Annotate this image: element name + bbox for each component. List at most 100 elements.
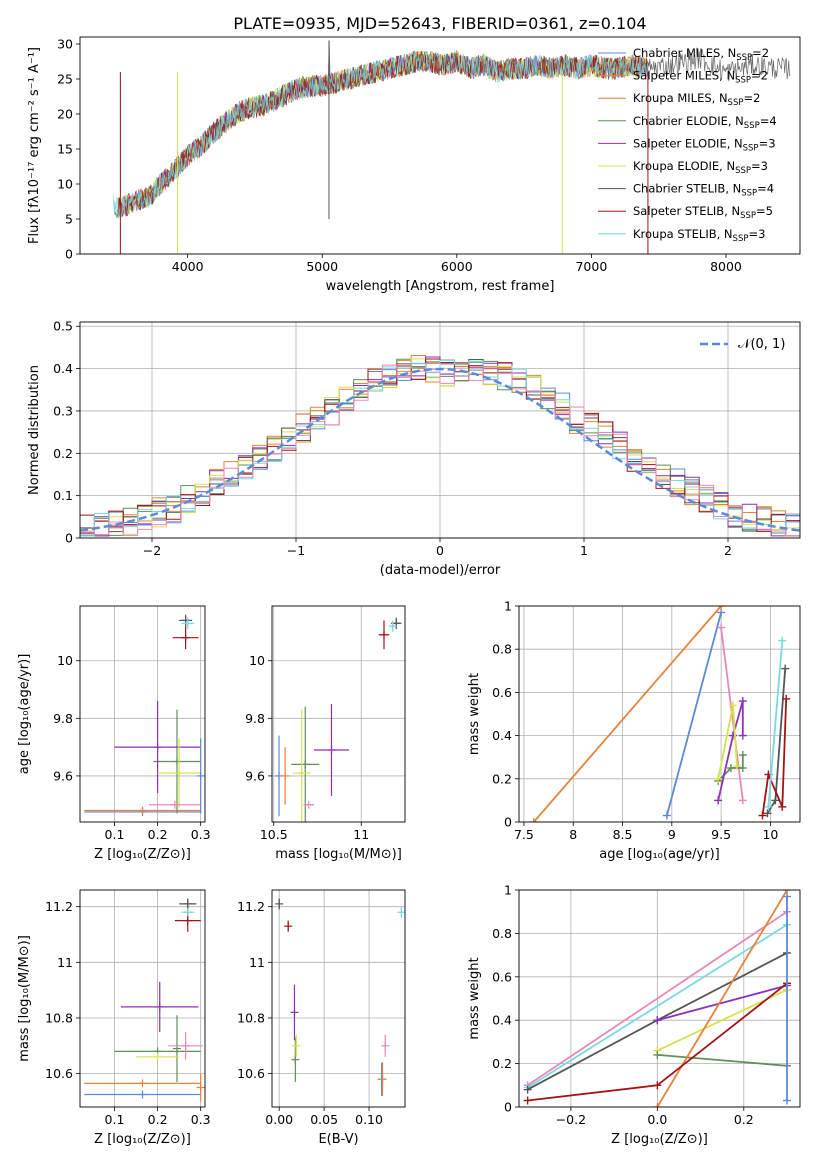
x-tick-label: 7000 (575, 259, 607, 274)
weight-series-line (527, 910, 788, 1087)
weight-series-line (761, 698, 788, 816)
weight-series-line (656, 890, 788, 1107)
y-tick-label: 0 (65, 247, 73, 262)
y-tick-label: 11 (57, 955, 73, 970)
y-tick-label: 25 (57, 72, 73, 87)
axes-frame (79, 36, 801, 255)
y-tick-label: 0 (65, 531, 73, 546)
y-tick-label: 0.2 (53, 446, 73, 461)
legend-label-end: =4 (757, 182, 774, 196)
x-axis-label: mass [log₁₀(M/M⊙)] (275, 847, 402, 862)
legend-label-main: Kroupa STELIB, N (633, 227, 733, 241)
y-tick-label: 9.6 (245, 768, 265, 783)
x-tick-label: 11 (353, 827, 369, 842)
x-axis-label: Z [log₁₀(Z/Z⊙)] (94, 847, 191, 862)
panel-residuals: −2 −1 0 1 2 0 0.1 0.2 0.3 0.4 0.5 (data-model)/erro… (27, 319, 801, 578)
axes-frame (79, 889, 206, 1108)
axes-frame (518, 889, 801, 1108)
y-tick-label: 0.6 (492, 685, 512, 700)
legend-label: Salpeter ELODIE, NSSP=3 (633, 136, 776, 153)
y-tick-label: 0.8 (492, 926, 512, 941)
gaussian-curve (80, 367, 800, 532)
x-tick-label: 10 (762, 827, 778, 842)
y-tick-label: 0.2 (492, 771, 512, 786)
x-axis-label: Z [log₁₀(Z/Z⊙)] (611, 1132, 708, 1147)
legend-label-main: Chabrier STELIB, N (633, 182, 741, 196)
legend-label-main: Chabrier ELODIE, N (633, 114, 744, 128)
x-tick-label: 0 (436, 543, 444, 558)
plot-area (275, 898, 405, 1096)
weight-series-line (666, 612, 722, 816)
y-tick-label: 0.4 (53, 361, 73, 376)
x-tick-label: −2 (143, 543, 161, 558)
x-axis-label: Z [log₁₀(Z/Z⊙)] (94, 1132, 191, 1147)
y-tick-label: 10 (57, 177, 73, 192)
panel-Z-weight: −0.2 0.0 0.2 0 0.2 0.4 0.6 0.8 1 Z [log₁₀(Z/Z⊙)] m… (467, 883, 801, 1147)
x-tick-label: 2 (724, 543, 732, 558)
weight-series-line (527, 923, 788, 1089)
x-tick-label: 8000 (710, 259, 742, 274)
panel-spectrum: 4000 5000 6000 7000 8000 0 5 10 15 20 25 30 waveleng… (27, 36, 801, 294)
x-tick-label: 9.5 (711, 827, 731, 842)
plot-area (275, 617, 402, 822)
x-tick-label: 4000 (172, 259, 204, 274)
x-tick-label: 5000 (306, 259, 338, 274)
y-tick-label: 15 (57, 142, 73, 157)
axes-frame (79, 321, 801, 539)
plot-area (529, 606, 791, 822)
weight-series-line (767, 640, 784, 807)
y-tick-label: 1 (504, 883, 512, 898)
y-tick-label: 0.6 (492, 969, 512, 984)
legend-label-sub: SSP (735, 76, 751, 86)
legend-label: Kroupa MILES, NSSP=2 (633, 91, 760, 108)
y-tick-label: 11 (249, 955, 265, 970)
axes-frame (271, 889, 406, 1108)
weight-series-line (657, 984, 788, 1022)
y-tick-label: 5 (65, 212, 73, 227)
panel-Z-mass: 0.1 0.2 0.3 10.6 10.8 11 11.2 Z [log₁₀(Z/Z⊙)] ma… (17, 889, 211, 1147)
y-tick-label: 10 (57, 653, 73, 668)
legend-label-main: Salpeter MILES, N (633, 69, 735, 83)
legend-label-end: =2 (743, 91, 760, 105)
legend-label-end: =4 (760, 114, 777, 128)
legend-label-end: =3 (759, 136, 776, 150)
plot-area (84, 898, 205, 1102)
y-tick-label: 20 (57, 107, 73, 122)
spectrum-series-line (113, 50, 648, 219)
axes-frame (79, 605, 206, 823)
panel-mass-age: 10.5 11 9.6 9.8 10 mass [log₁₀(M/M⊙)] (245, 605, 406, 862)
x-tick-label: 0.2 (148, 1112, 168, 1127)
x-tick-label: 8 (569, 827, 577, 842)
legend-label-main: Salpeter ELODIE, N (633, 136, 743, 150)
y-tick-label: 0.5 (53, 319, 73, 334)
y-tick-label: 0.1 (53, 488, 73, 503)
panel-ebv-mass: 0.00 0.05 0.10 10.6 10.8 11 11.2 E(B-V) (237, 889, 406, 1147)
weight-series-line (657, 1054, 788, 1067)
y-axis-label: mass weight (467, 673, 482, 755)
plot-area (113, 40, 791, 254)
legend-label-sub: SSP (741, 189, 757, 199)
legend-label-sub: SSP (735, 166, 751, 176)
legend-label-main: Salpeter STELIB, N (633, 204, 740, 218)
legend-label-main: Chabrier MILES, N (633, 46, 736, 60)
x-tick-label: 0.3 (191, 827, 211, 842)
y-tick-label: 11.2 (45, 899, 73, 914)
plot-area (523, 890, 792, 1107)
axes-frame (271, 605, 406, 823)
legend-label-end: =5 (756, 204, 773, 218)
y-tick-label: 10.6 (45, 1066, 73, 1081)
y-tick-label: 9.8 (53, 711, 73, 726)
y-tick-label: 9.8 (245, 711, 265, 726)
x-tick-label: −1 (287, 543, 305, 558)
x-tick-label: 0.1 (105, 1112, 125, 1127)
y-tick-label: 0.3 (53, 403, 73, 418)
plot-area (84, 614, 205, 816)
legend-label: 𝒩(0, 1) (738, 337, 785, 352)
legend-label-sub: SSP (740, 211, 756, 221)
plot-area (80, 354, 800, 537)
x-tick-label: 0.0 (647, 1112, 667, 1127)
y-tick-label: 0 (504, 1100, 512, 1115)
panel-age-weight: 7.5 8 8.5 9 9.5 10 0 0.2 0.4 0.6 0.8 1 age [log₁₀(ag… (467, 599, 801, 862)
legend-label: Kroupa STELIB, NSSP=3 (633, 227, 765, 244)
